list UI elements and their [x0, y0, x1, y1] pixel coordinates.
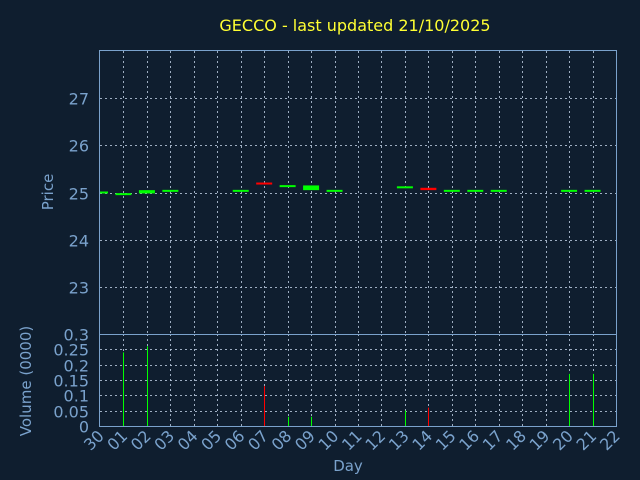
volume-tick-label: 0.2 [64, 357, 89, 376]
price-tick-label: 23 [69, 279, 89, 298]
price-tick-label: 24 [69, 232, 89, 251]
price-candle [138, 190, 155, 194]
volume-tick-label: 0.3 [64, 326, 89, 345]
price-candle [256, 182, 273, 185]
volume-tick-label: 0.1 [64, 387, 89, 406]
x-tick-label: 22 [596, 426, 624, 454]
volume-tick-label: 0 [79, 418, 89, 437]
price-candle [420, 187, 437, 191]
price-axis-label: Price [39, 174, 57, 211]
price-candle [303, 185, 320, 191]
price-candle [232, 189, 249, 192]
price-candle [326, 189, 343, 192]
volume-tick-label: 0.05 [53, 403, 89, 422]
volume-tick-label: 0.15 [53, 372, 89, 391]
price-candle [490, 189, 507, 192]
price-tick-label: 27 [69, 90, 89, 109]
price-candle [396, 186, 413, 189]
chart-title: GECCO - last updated 21/10/2025 [219, 16, 490, 35]
volume-axis-label: Volume (0000) [17, 326, 35, 436]
price-candle [100, 191, 108, 194]
volume-tick-label: 0.25 [53, 341, 89, 360]
volume-plot-frame [99, 334, 617, 427]
price-candle [443, 189, 460, 192]
x-axis-label: Day [333, 457, 363, 475]
price-tick-label: 25 [69, 185, 89, 204]
price-candle [584, 189, 601, 192]
price-candle [162, 189, 179, 192]
price-tick-label: 26 [69, 137, 89, 156]
price-candle [115, 193, 132, 196]
price-candle [467, 189, 484, 192]
price-candle [279, 185, 296, 188]
price-candle [561, 189, 578, 192]
